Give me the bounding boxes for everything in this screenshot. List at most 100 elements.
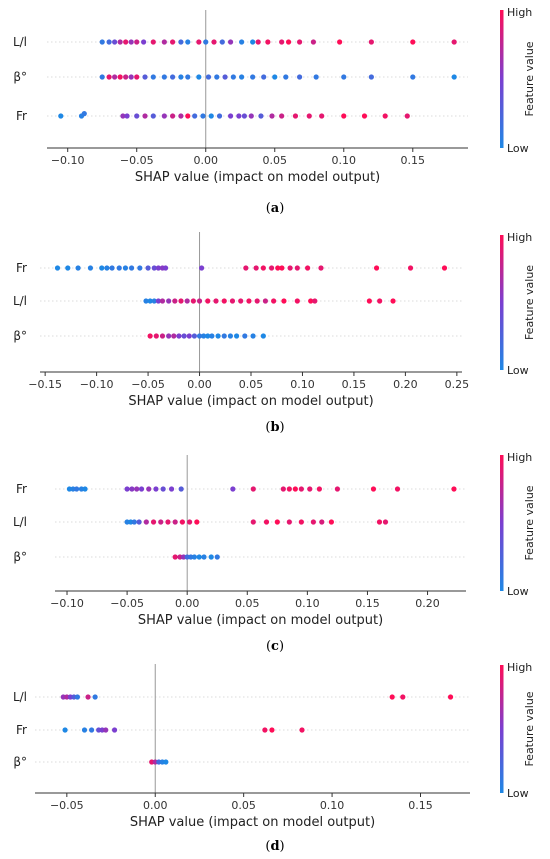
shap-point xyxy=(112,74,118,80)
shap-point xyxy=(227,39,234,45)
shap-point xyxy=(370,486,377,492)
shap-point xyxy=(194,519,200,525)
shap-point xyxy=(109,265,115,271)
x-axis-label: SHAP value (impact on model output) xyxy=(128,394,373,409)
shap-point xyxy=(361,113,368,119)
shap-point xyxy=(168,486,175,492)
shap-point xyxy=(280,486,286,492)
shap-point xyxy=(258,113,264,119)
colorbar-low-label: Low xyxy=(507,364,529,377)
shap-point xyxy=(134,113,140,119)
shap-point xyxy=(313,74,319,80)
x-tick-label: −0.10 xyxy=(80,378,114,391)
shap-point xyxy=(85,694,91,700)
shap-point xyxy=(285,39,292,45)
shap-point xyxy=(178,39,184,45)
shap-point xyxy=(404,113,410,119)
shap-point xyxy=(117,74,123,80)
shap-point xyxy=(250,333,256,339)
shap-point xyxy=(120,113,126,119)
shap-point xyxy=(262,298,269,304)
shap-point xyxy=(394,486,401,492)
shap-point xyxy=(170,74,176,80)
shap-point xyxy=(176,333,182,339)
x-tick-label: −0.05 xyxy=(110,597,144,610)
shap-point xyxy=(389,694,395,700)
shap-point xyxy=(239,39,245,45)
shap-point xyxy=(92,694,98,700)
shap-point xyxy=(271,298,277,304)
shap-point xyxy=(191,554,197,560)
x-tick-label: 0.10 xyxy=(320,799,345,812)
caption-close: ) xyxy=(279,201,284,216)
panel-caption: (a) xyxy=(266,201,285,216)
shap-point xyxy=(179,519,185,525)
shap-point xyxy=(196,39,202,45)
shap-point xyxy=(216,113,223,119)
shap-point xyxy=(166,298,172,304)
shap-point xyxy=(221,333,227,339)
shap-point xyxy=(229,298,236,304)
shap-point xyxy=(286,486,292,492)
shap-point xyxy=(196,298,203,304)
shap-point xyxy=(124,486,130,492)
x-tick-label: 0.00 xyxy=(143,799,168,812)
shap-point xyxy=(185,74,191,80)
shap-point xyxy=(147,333,153,339)
colorbar-low-label: Low xyxy=(507,142,529,155)
shap-point xyxy=(165,519,171,525)
shap-point xyxy=(382,113,388,119)
feature-label: β° xyxy=(13,329,27,343)
x-axis-label: SHAP value (impact on model output) xyxy=(130,815,375,830)
shap-point xyxy=(205,74,212,80)
shap-point xyxy=(368,74,374,80)
shap-point xyxy=(134,39,140,45)
x-tick-label: −0.05 xyxy=(131,378,165,391)
x-tick-label: 0.00 xyxy=(187,378,212,391)
shap-point xyxy=(161,74,167,80)
x-tick-label: 0.15 xyxy=(408,799,433,812)
shap-point xyxy=(153,486,159,492)
shap-point xyxy=(106,39,112,45)
panel-caption: (c) xyxy=(266,639,284,654)
shap-point xyxy=(161,39,167,45)
shap-point xyxy=(447,694,454,700)
shap-point xyxy=(192,113,198,119)
shap-point xyxy=(159,298,166,304)
shap-point xyxy=(294,298,300,304)
x-tick-label: 0.05 xyxy=(263,154,288,167)
x-tick-label: 0.05 xyxy=(231,799,256,812)
shap-point xyxy=(181,333,187,339)
x-tick-label: 0.05 xyxy=(239,378,264,391)
shap-point xyxy=(178,74,184,80)
shap-point xyxy=(103,727,109,733)
shap-point xyxy=(187,519,193,525)
x-tick-label: 0.10 xyxy=(290,378,315,391)
shap-point xyxy=(297,39,303,45)
caption-open: ( xyxy=(266,201,271,216)
colorbar-title: Feature value xyxy=(523,691,536,766)
panel-caption: (d) xyxy=(265,839,284,854)
caption-close: ) xyxy=(279,639,284,654)
feature-label: β° xyxy=(13,755,27,769)
shap-point xyxy=(54,265,61,271)
shap-point xyxy=(170,39,176,45)
shap-point xyxy=(112,39,118,45)
x-tick-label: 0.25 xyxy=(445,378,470,391)
shap-point xyxy=(410,39,416,45)
feature-label: β° xyxy=(13,70,27,84)
shap-point xyxy=(81,111,87,117)
shap-point xyxy=(201,554,207,560)
shap-point xyxy=(163,759,169,765)
x-tick-label: 0.20 xyxy=(393,378,418,391)
shap-point xyxy=(99,74,105,80)
shap-point xyxy=(188,554,194,560)
shap-point xyxy=(451,74,457,80)
shap-point xyxy=(260,333,266,339)
shap-point xyxy=(281,298,287,304)
shap-point xyxy=(254,298,260,304)
shap-point xyxy=(310,39,316,45)
shap-point xyxy=(136,519,142,525)
feature-label: L/l xyxy=(13,294,27,308)
x-tick-label: 0.00 xyxy=(175,597,200,610)
